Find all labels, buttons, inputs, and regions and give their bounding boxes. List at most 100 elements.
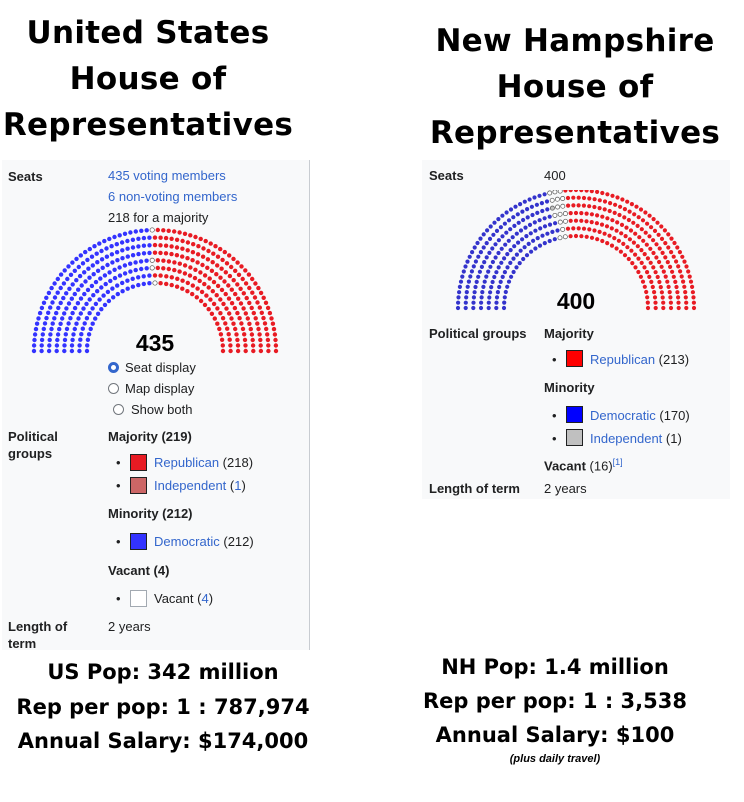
seat-dot-republican (610, 193, 615, 198)
seat-dot-democratic (499, 246, 504, 251)
seat-dot-republican (659, 264, 664, 269)
show-both-radio[interactable] (113, 404, 124, 415)
map-display-radio[interactable] (108, 383, 119, 394)
seat-dot-republican (600, 214, 605, 219)
seat-display-label[interactable]: Seat display (125, 360, 196, 375)
seat-dot-vacant (555, 204, 561, 210)
seat-dot-democratic (505, 252, 510, 257)
seat-dot-republican (652, 228, 658, 233)
seat-dot-republican (202, 281, 207, 287)
show-both-label[interactable]: Show both (131, 402, 193, 417)
seat-dot-republican (615, 220, 620, 225)
seat-dot-republican (625, 199, 630, 204)
seat-dot-democratic (494, 305, 499, 311)
seat-dot-republican (218, 297, 223, 302)
seat-dot-republican (563, 190, 568, 193)
seat-dot-democratic (102, 302, 108, 308)
seat-dot-republican (193, 234, 198, 240)
independent-count-link[interactable]: 1 (234, 478, 242, 493)
seat-dot-republican (671, 254, 676, 259)
seat-dot-democratic (141, 274, 146, 279)
us-nonvoting-members-link[interactable]: 6 non-voting members (108, 189, 238, 204)
us-seat-total: 435 (135, 330, 175, 356)
seat-dot-republican (174, 253, 180, 258)
seat-dot-democratic (78, 253, 84, 258)
seat-dot-republican (571, 203, 576, 208)
seat-display-radio[interactable] (108, 362, 119, 373)
seat-dot-republican (602, 207, 607, 212)
nh-seats-value: 400 (544, 168, 566, 183)
seat-dot-republican (231, 256, 236, 262)
seat-dot-democratic (495, 290, 500, 295)
seat-dot-republican (211, 279, 217, 285)
seat-dot-democratic (525, 215, 530, 220)
seat-dot-republican (206, 248, 211, 254)
us-voting-members-link[interactable]: 435 voting members (108, 168, 226, 183)
seat-dot-democratic (522, 245, 527, 250)
vacant-count-link[interactable]: 4 (201, 591, 209, 606)
seat-dot-democratic (488, 264, 493, 269)
seat-dot-democratic (115, 291, 121, 297)
seat-dot-republican (238, 286, 243, 291)
seat-dot-democratic (95, 268, 101, 273)
seat-dot-democratic (492, 274, 497, 280)
seat-dot-republican (649, 279, 654, 284)
seat-dot-republican (185, 280, 190, 286)
seat-dot-democratic (481, 284, 486, 289)
seat-dot-republican (672, 240, 677, 246)
seat-dot-republican (648, 260, 653, 265)
seat-dot-democratic (494, 270, 499, 275)
seat-dot-democratic (508, 207, 514, 212)
seat-dot-democratic (528, 231, 533, 236)
seat-dot-democratic (538, 226, 543, 231)
seat-dot-republican (616, 238, 621, 243)
seat-dot-democratic (523, 225, 528, 230)
seat-dot-democratic (533, 228, 538, 233)
independent-link[interactable]: Independent (154, 478, 227, 493)
seat-dot-democratic (93, 279, 99, 285)
seat-dot-democratic (540, 233, 545, 238)
seat-dot-republican (573, 233, 579, 239)
seat-dot-democratic (120, 256, 125, 261)
seat-dot-republican (647, 213, 652, 218)
seat-dot-democratic (50, 300, 55, 305)
nh-republican-link[interactable]: Republican (590, 352, 656, 367)
seat-dot-democratic (79, 332, 84, 337)
seat-dot-republican (568, 190, 573, 193)
seat-dot-republican (568, 218, 573, 223)
democratic-link[interactable]: Democratic (154, 534, 220, 549)
seat-dot-republican (595, 237, 600, 242)
seat-dot-republican (194, 295, 199, 300)
seat-dot-democratic (108, 278, 113, 284)
seat-dot-republican (628, 228, 634, 233)
seat-dot-republican (222, 279, 227, 284)
seat-dot-democratic (31, 343, 37, 348)
seat-dot-democratic (545, 231, 550, 236)
seat-dot-democratic (485, 228, 490, 233)
seat-dot-vacant (563, 218, 568, 224)
seat-dot-republican (671, 274, 676, 279)
seat-dot-democratic (496, 265, 501, 270)
seat-dot-republican (640, 279, 646, 284)
nh-democratic-link[interactable]: Democratic (590, 408, 656, 423)
seat-dot-democratic (32, 337, 37, 343)
map-display-label[interactable]: Map display (125, 381, 195, 396)
seat-dot-democratic (103, 281, 108, 287)
seat-dot-republican (195, 260, 200, 265)
seat-dot-republican (605, 216, 610, 221)
seat-dot-republican (573, 218, 579, 223)
seat-dot-democratic (58, 300, 63, 306)
seat-dot-republican (600, 238, 605, 244)
seat-dot-democratic (122, 271, 128, 276)
seat-dot-republican (668, 305, 674, 311)
republican-swatch (130, 454, 147, 471)
seat-dot-republican (166, 259, 172, 264)
nh-vacant-ref-link[interactable]: [1] (612, 457, 623, 467)
nh-vacant-label: Vacant (544, 458, 586, 474)
democratic-count: (212) (223, 534, 254, 549)
seat-dot-democratic (532, 220, 537, 225)
seat-dot-republican (684, 264, 689, 269)
nh-independent-link[interactable]: Independent (590, 431, 663, 446)
republican-link[interactable]: Republican (154, 455, 220, 470)
seat-dot-vacant (560, 196, 566, 201)
